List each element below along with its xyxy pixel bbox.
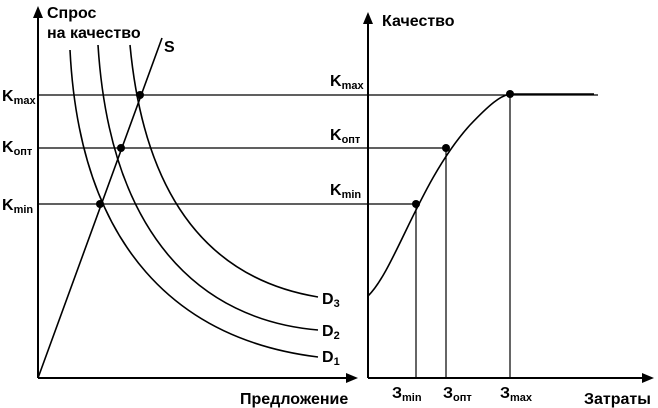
left-y-axis-arrow xyxy=(33,6,43,18)
demand-label-d3: D3 xyxy=(322,291,340,310)
left-y-axis-label-line2: на качество xyxy=(47,25,141,42)
right-x-axis-arrow xyxy=(642,373,654,383)
right-k-min-label: Kmin xyxy=(330,182,361,201)
right-k-max-label: Kmax xyxy=(330,73,364,92)
left-y-axis-label-line1: Спрос xyxy=(47,5,97,22)
demand-label-d1: D1 xyxy=(322,349,340,368)
right-k-opt-label: Kопт xyxy=(330,127,361,146)
intersection-point-max xyxy=(136,91,144,99)
left-k-min-label: Kmin xyxy=(2,197,33,216)
right-panel: Качество Затраты Kmax Kопт Kmin Зmin Зоп… xyxy=(330,12,654,408)
curve-point-max xyxy=(506,90,514,98)
cost-min-label: Зmin xyxy=(392,385,422,404)
right-y-axis-label: Качество xyxy=(382,13,455,30)
left-panel: Спрос на качество Предложение Kmax Kопт … xyxy=(2,5,598,408)
left-k-opt-label: Kопт xyxy=(2,139,33,158)
left-x-axis-label: Предложение xyxy=(240,391,348,408)
cost-opt-label: Зопт xyxy=(443,385,472,404)
right-x-axis-label: Затраты xyxy=(584,391,651,408)
intersection-point-min xyxy=(96,200,104,208)
intersection-point-opt xyxy=(117,144,125,152)
demand-curve-d1 xyxy=(69,49,319,358)
supply-label: S xyxy=(164,39,175,56)
right-y-axis-arrow xyxy=(363,12,373,24)
curve-point-min xyxy=(412,200,420,208)
curve-point-opt xyxy=(442,144,450,152)
left-k-max-label: Kmax xyxy=(2,88,36,107)
demand-curve-d3 xyxy=(129,44,319,298)
cost-max-label: Зmax xyxy=(500,385,533,404)
left-x-axis-arrow xyxy=(346,373,358,383)
demand-label-d2: D2 xyxy=(322,323,340,342)
demand-curve-d2 xyxy=(97,44,319,331)
quality-cost-curve xyxy=(367,93,594,297)
